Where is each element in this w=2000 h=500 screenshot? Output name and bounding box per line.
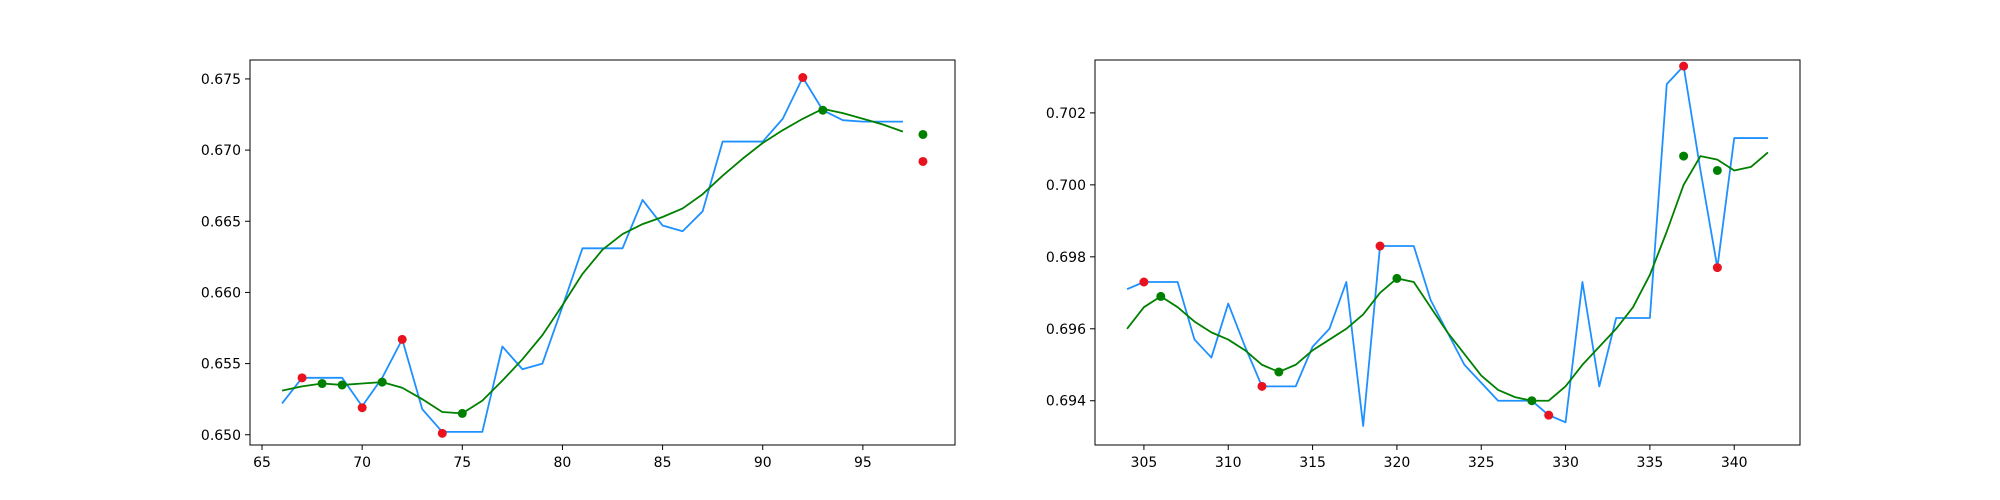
- left-x-tick-label-4: 85: [654, 455, 672, 471]
- left-x-tick-label-5: 90: [754, 455, 772, 471]
- right-x-tick-label-7: 340: [1721, 455, 1748, 471]
- right-marker-3-2: [1392, 273, 1402, 283]
- left-marker-2-1: [357, 403, 367, 413]
- left-y-tick-label-4: 0.670: [201, 143, 241, 159]
- left-marker-3-3: [457, 408, 467, 418]
- right-y-tick-label-4: 0.702: [1046, 106, 1086, 122]
- left-marker-2-4: [798, 73, 808, 83]
- left-x-tick-label-0: 65: [253, 455, 271, 471]
- left-marker-3-5: [918, 129, 928, 139]
- left-y-tick-label-3: 0.665: [201, 214, 241, 230]
- right-x-tick-label-6: 335: [1637, 455, 1664, 471]
- right-x-tick-label-3: 320: [1384, 455, 1411, 471]
- left-axes-frame: [249, 59, 956, 446]
- left-series-line-0: [281, 76, 903, 433]
- left-marker-2-5: [918, 156, 928, 166]
- right-y-tick-label-3: 0.700: [1046, 178, 1086, 194]
- right-y-tick-label-2: 0.698: [1046, 250, 1086, 266]
- right-axes-frame: [1094, 59, 1801, 446]
- chart-left: 65 70 75 80 85 90 95 0.650 0.655 0.660 0.665 0.670 0…: [201, 59, 956, 471]
- right-marker-2-3: [1544, 410, 1554, 420]
- right-marker-2-4: [1679, 61, 1689, 71]
- right-marker-3-0: [1156, 291, 1166, 301]
- left-marker-3-4: [818, 105, 828, 115]
- right-x-tick-label-5: 330: [1552, 455, 1579, 471]
- right-marker-3-1: [1274, 367, 1284, 377]
- right-x-tick-label-2: 315: [1299, 455, 1326, 471]
- right-marker-2-5: [1712, 263, 1722, 273]
- right-marker-3-4: [1679, 151, 1689, 161]
- left-y-tick-label-2: 0.660: [201, 285, 241, 301]
- right-x-tick-label-4: 325: [1468, 455, 1495, 471]
- right-marker-2-2: [1375, 241, 1385, 251]
- left-x-tick-label-2: 75: [453, 455, 471, 471]
- right-series-line-1: [1126, 151, 1769, 402]
- left-marker-3-1: [337, 380, 347, 390]
- left-y-tick-label-0: 0.650: [201, 428, 241, 444]
- left-x-tick-label-3: 80: [554, 455, 572, 471]
- right-x-tick-label-0: 305: [1131, 455, 1158, 471]
- right-y-tick-label-1: 0.696: [1046, 322, 1086, 338]
- right-y-tick-label-0: 0.694: [1046, 394, 1086, 410]
- right-marker-2-0: [1139, 277, 1149, 287]
- left-marker-2-3: [437, 428, 447, 438]
- left-y-tick-label-1: 0.655: [201, 357, 241, 373]
- left-marker-2-0: [297, 373, 307, 383]
- left-x-tick-label-1: 70: [353, 455, 371, 471]
- chart-right: 305 310 315 320 325 330 335 340 0.694 0.696 0.698 0…: [1046, 59, 1801, 471]
- right-x-tick-label-1: 310: [1215, 455, 1242, 471]
- right-marker-3-3: [1527, 396, 1537, 406]
- right-marker-2-1: [1257, 381, 1267, 391]
- right-marker-3-5: [1712, 165, 1722, 175]
- left-x-tick-label-6: 95: [854, 455, 872, 471]
- left-y-tick-label-5: 0.675: [201, 72, 241, 88]
- left-marker-2-2: [397, 334, 407, 344]
- left-marker-3-2: [377, 377, 387, 387]
- left-marker-3-0: [317, 379, 327, 389]
